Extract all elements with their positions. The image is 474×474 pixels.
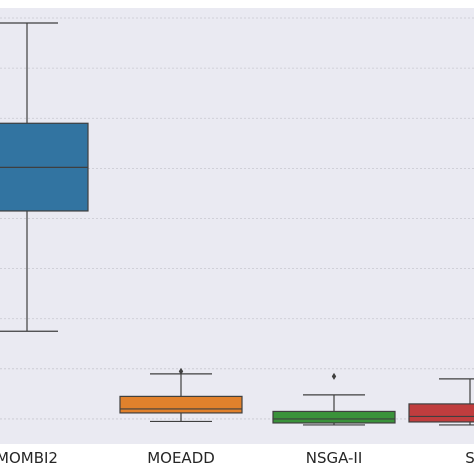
tick-label-s: S: [465, 449, 474, 467]
box-s: [408, 378, 474, 426]
iqr-box: [272, 410, 396, 424]
boxes: [0, 22, 474, 426]
tick-label-nsga-ii: NSGA-II: [306, 449, 363, 467]
tick-label-moeadd: MOEADD: [147, 449, 215, 467]
category-tick-labels: MOMBI2 MOEADD NSGA-II S: [0, 449, 474, 467]
iqr-box: [408, 403, 474, 423]
box-nsga-ii: [272, 372, 396, 426]
gridlines: [0, 17, 474, 420]
box-moeadd: [119, 367, 243, 423]
plot-background: [0, 8, 474, 444]
tick-label-mombi2: MOMBI2: [0, 449, 58, 467]
outlier-point-0: [178, 367, 184, 375]
iqr-box: [119, 395, 243, 414]
outlier-point-0: [331, 372, 337, 380]
box-mombi2: [0, 22, 89, 332]
